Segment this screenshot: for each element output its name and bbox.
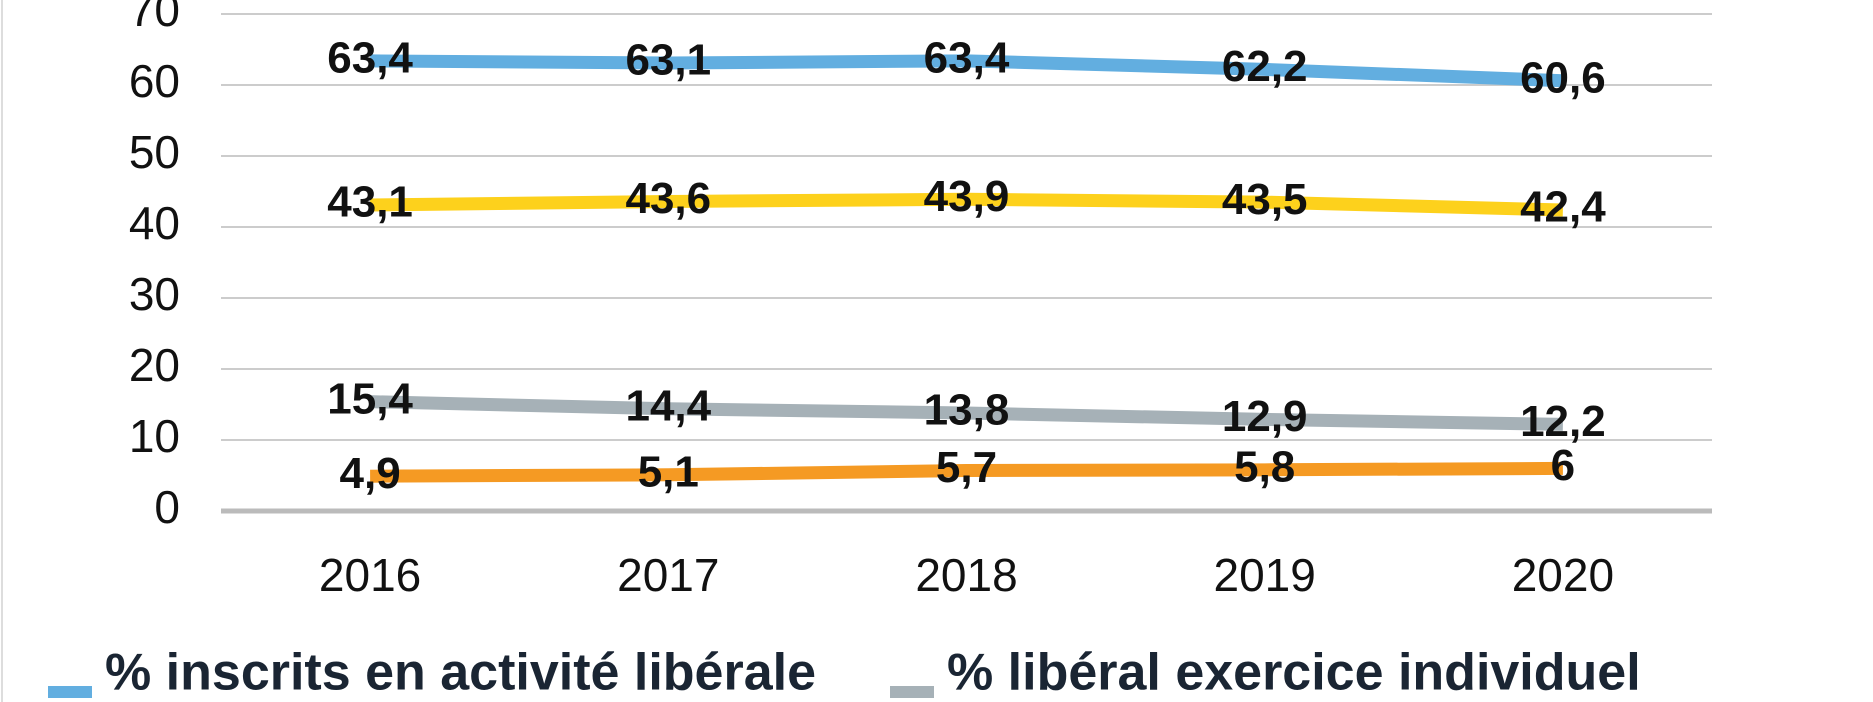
y-tick-label: 10 — [129, 410, 180, 462]
data-label: 60,6 — [1520, 53, 1606, 102]
legend-swatch — [890, 686, 934, 698]
legend-label: % libéral exercice individuel — [947, 644, 1641, 702]
data-label: 5,1 — [638, 447, 699, 496]
data-label: 63,1 — [625, 36, 711, 85]
data-label: 63,4 — [327, 33, 413, 82]
data-label: 5,8 — [1234, 442, 1295, 491]
data-label: 42,4 — [1520, 183, 1606, 232]
data-label: 5,7 — [936, 443, 997, 492]
y-tick-label: 30 — [129, 268, 180, 320]
legend-label: % inscrits en activité libérale — [105, 644, 816, 702]
data-label: 4,9 — [340, 449, 401, 498]
data-label: 43,9 — [924, 172, 1010, 221]
x-tick-label: 2020 — [1512, 549, 1614, 601]
y-tick-label: 0 — [154, 481, 180, 533]
data-label: 14,4 — [625, 381, 711, 430]
y-tick-label: 20 — [129, 339, 180, 391]
y-tick-label: 70 — [129, 0, 180, 36]
data-label: 15,4 — [327, 374, 413, 423]
series-line — [370, 54, 1564, 88]
series-line — [369, 395, 1564, 431]
data-label: 12,2 — [1520, 397, 1606, 446]
legend-swatch — [48, 686, 92, 698]
data-label: 12,9 — [1222, 392, 1308, 441]
data-label: 6 — [1551, 441, 1575, 490]
data-label: 43,5 — [1222, 175, 1308, 224]
y-tick-label: 50 — [129, 126, 180, 178]
series-line — [370, 461, 1563, 483]
x-tick-label: 2019 — [1214, 549, 1316, 601]
x-tick-label: 2017 — [617, 549, 719, 601]
x-tick-label: 2018 — [915, 549, 1017, 601]
series-line — [370, 192, 1564, 217]
y-tick-label: 40 — [129, 197, 180, 249]
data-label: 62,2 — [1222, 42, 1308, 91]
x-tick-label: 2016 — [319, 549, 421, 601]
data-label: 43,1 — [327, 178, 413, 227]
data-label: 63,4 — [924, 33, 1010, 82]
data-label: 13,8 — [924, 386, 1010, 435]
data-label: 43,6 — [625, 174, 711, 223]
y-tick-label: 60 — [129, 55, 180, 107]
